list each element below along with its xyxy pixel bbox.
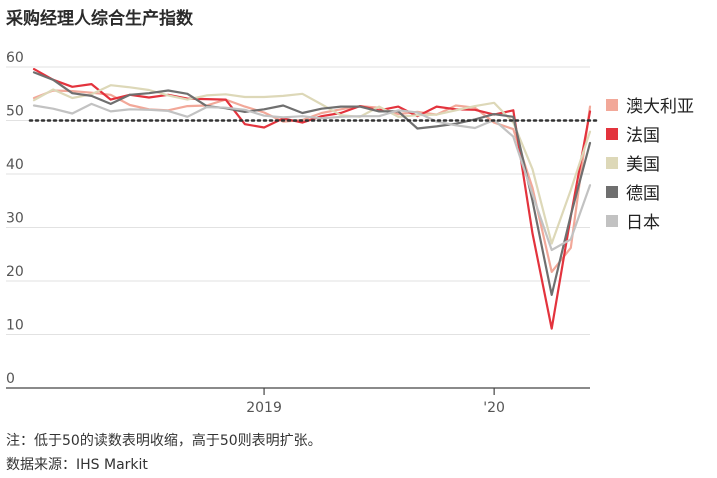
- grid-lines: [6, 66, 590, 335]
- legend-item-3: 德国: [606, 177, 694, 206]
- legend-swatch: [606, 214, 618, 227]
- chart-title: 采购经理人综合生产指数: [6, 9, 193, 29]
- series-line-3: [32, 71, 592, 296]
- y-tick-label-40: 40: [6, 157, 24, 173]
- y-tick-label-0: 0: [6, 371, 15, 387]
- y-tick-label-60: 60: [6, 50, 24, 66]
- legend-item-1: 法国: [606, 119, 694, 148]
- legend-swatch: [606, 156, 618, 169]
- legend: 澳大利亚法国美国德国日本: [606, 90, 694, 235]
- footnote-source: 数据来源：IHS Markit: [6, 457, 148, 473]
- x-tick-label-1: '20: [483, 400, 505, 416]
- y-axis-tick-labels: 0 10 20 30 40 50 60: [6, 50, 24, 387]
- legend-label: 澳大利亚: [626, 97, 694, 117]
- legend-item-0: 澳大利亚: [606, 90, 694, 119]
- y-tick-label-50: 50: [6, 104, 24, 120]
- y-tick-label-20: 20: [6, 264, 24, 280]
- series-line-2: [32, 84, 592, 245]
- legend-swatch: [606, 185, 618, 198]
- legend-item-4: 日本: [606, 206, 694, 235]
- legend-label: 日本: [626, 213, 660, 233]
- y-tick-label-30: 30: [6, 211, 24, 227]
- legend-label: 德国: [626, 184, 660, 204]
- footnote-note: 注：低于50的读数表明收缩，高于50则表明扩张。: [6, 433, 322, 449]
- series-lines: [32, 67, 592, 330]
- series-line-1: [32, 67, 592, 330]
- legend-swatch: [606, 98, 618, 111]
- legend-item-2: 美国: [606, 148, 694, 177]
- x-axis-ticks: 2019 '20: [246, 388, 505, 416]
- legend-label: 美国: [626, 155, 660, 175]
- y-tick-label-10: 10: [6, 318, 24, 334]
- x-tick-label-0: 2019: [246, 400, 282, 416]
- legend-swatch: [606, 127, 618, 140]
- series-line-4: [32, 102, 592, 252]
- legend-label: 法国: [626, 126, 660, 146]
